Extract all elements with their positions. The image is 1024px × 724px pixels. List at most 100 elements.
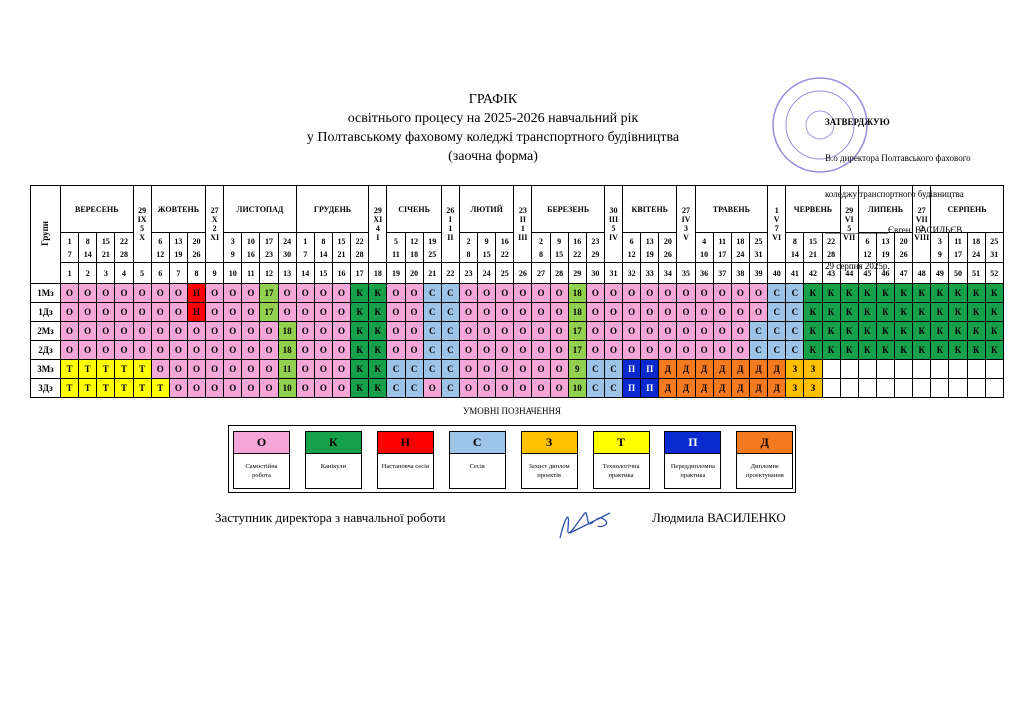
schedule-cell: О — [603, 283, 624, 303]
date-end: 28 — [827, 249, 836, 259]
schedule-cell: 9 — [567, 359, 587, 379]
schedule-cell: Д — [748, 378, 769, 398]
schedule-cell: О — [205, 302, 225, 322]
transition-cell: 27 VII 2 VIII — [912, 185, 932, 263]
transition-line: 1 — [448, 224, 453, 233]
schedule-cell: О — [477, 283, 497, 303]
schedule-cell: О — [676, 340, 696, 360]
schedule-cell: О — [495, 378, 515, 398]
schedule-cell: 10 — [567, 378, 587, 398]
schedule-cell: Н — [186, 283, 207, 303]
transition-line: VI — [844, 215, 854, 224]
schedule-cell: О — [477, 321, 497, 341]
week-number: 46 — [875, 262, 896, 284]
date-end: 10 — [700, 249, 709, 259]
schedule-cell: О — [694, 302, 714, 322]
date-end: 16 — [246, 249, 255, 259]
schedule-cell: О — [295, 302, 315, 322]
schedule-cell: С — [440, 378, 460, 398]
group-name: 1Мз — [30, 283, 61, 303]
week-number: 18 — [368, 262, 388, 284]
schedule-cell: С — [767, 340, 787, 360]
date-start: 15 — [337, 236, 346, 246]
schedule-cell: К — [803, 302, 823, 322]
schedule-cell: О — [458, 378, 479, 398]
schedule-cell — [839, 378, 859, 398]
week-number: 5 — [132, 262, 152, 284]
legend-label: Канікули — [320, 463, 346, 470]
week-number: 7 — [168, 262, 188, 284]
schedule-cell: О — [676, 283, 696, 303]
schedule-cell: С — [585, 378, 605, 398]
legend: О Самостійна робота К Канікули Н Настановча с… — [228, 425, 796, 493]
schedule-cell: О — [259, 340, 279, 360]
schedule-cell: Т — [78, 378, 98, 398]
date-start: 17 — [265, 236, 273, 246]
transition-line: VII — [843, 233, 856, 242]
schedule-cell: О — [730, 302, 750, 322]
schedule-cell: О — [259, 359, 279, 379]
week-number: 15 — [313, 262, 333, 284]
transition-line: 29 — [845, 206, 854, 215]
schedule-cell: О — [730, 283, 750, 303]
schedule-cell: О — [422, 378, 442, 398]
schedule-cell: К — [350, 340, 370, 360]
schedule-cell: О — [241, 283, 261, 303]
transition-line: 27 — [682, 206, 691, 215]
schedule-cell: О — [712, 302, 732, 322]
schedule-cell: О — [694, 283, 714, 303]
schedule-cell: К — [857, 340, 877, 360]
date-end: 26 — [663, 249, 672, 259]
schedule-cell: Д — [767, 378, 787, 398]
schedule-cell: К — [984, 283, 1004, 303]
schedule-cell: О — [694, 321, 714, 341]
group-name: 3Дз — [30, 378, 61, 398]
date-cell: 15 21 — [96, 232, 116, 263]
week-number: 37 — [712, 262, 732, 284]
week-number: 20 — [404, 262, 424, 284]
schedule-cell: О — [477, 378, 497, 398]
week-number: 34 — [658, 262, 678, 284]
date-start: 11 — [954, 236, 962, 246]
schedule-cell: О — [150, 283, 170, 303]
schedule-cell: Т — [132, 378, 152, 398]
legend-label: Переддипломна практика — [670, 463, 715, 479]
date-cell: 15 21 — [331, 232, 352, 263]
schedule-cell: З — [785, 359, 805, 379]
schedule-cell: О — [513, 378, 533, 398]
schedule-cell: К — [930, 321, 950, 341]
schedule-cell: О — [241, 359, 261, 379]
week-number: 23 — [458, 262, 479, 284]
schedule-cell: К — [368, 340, 388, 360]
schedule-cell: О — [96, 340, 116, 360]
transition-line: 1 — [520, 224, 525, 233]
date-end: 21 — [808, 249, 817, 259]
schedule-cell: К — [948, 302, 968, 322]
transition-line: II — [519, 215, 526, 224]
legend-item: П Переддипломна практика — [664, 431, 722, 489]
date-start: 1 — [303, 236, 308, 246]
transition-line: 5 — [140, 224, 145, 233]
date-cell: 9 15 — [477, 232, 497, 263]
legend-label: Самостійна робота — [245, 463, 278, 479]
date-cell: 13 19 — [168, 232, 188, 263]
date-end: 31 — [754, 249, 763, 259]
date-start: 6 — [629, 236, 634, 246]
date-end: 28 — [119, 249, 128, 259]
date-end: 28 — [355, 249, 364, 259]
schedule-cell: О — [730, 321, 750, 341]
transition-line: 5 — [847, 224, 852, 233]
schedule-cell: О — [603, 321, 624, 341]
transition-line: 7 — [774, 224, 779, 233]
schedule-cell: 17 — [259, 302, 279, 322]
schedule-cell: 17 — [567, 340, 587, 360]
schedule-cell: О — [114, 340, 134, 360]
transition-line: 4 — [375, 224, 380, 233]
schedule-cell: К — [966, 283, 986, 303]
date-start: 20 — [192, 236, 201, 246]
date-cell: 8 14 — [78, 232, 98, 263]
legend-label: Технологічна практика — [602, 463, 640, 479]
schedule-cell: О — [114, 283, 134, 303]
